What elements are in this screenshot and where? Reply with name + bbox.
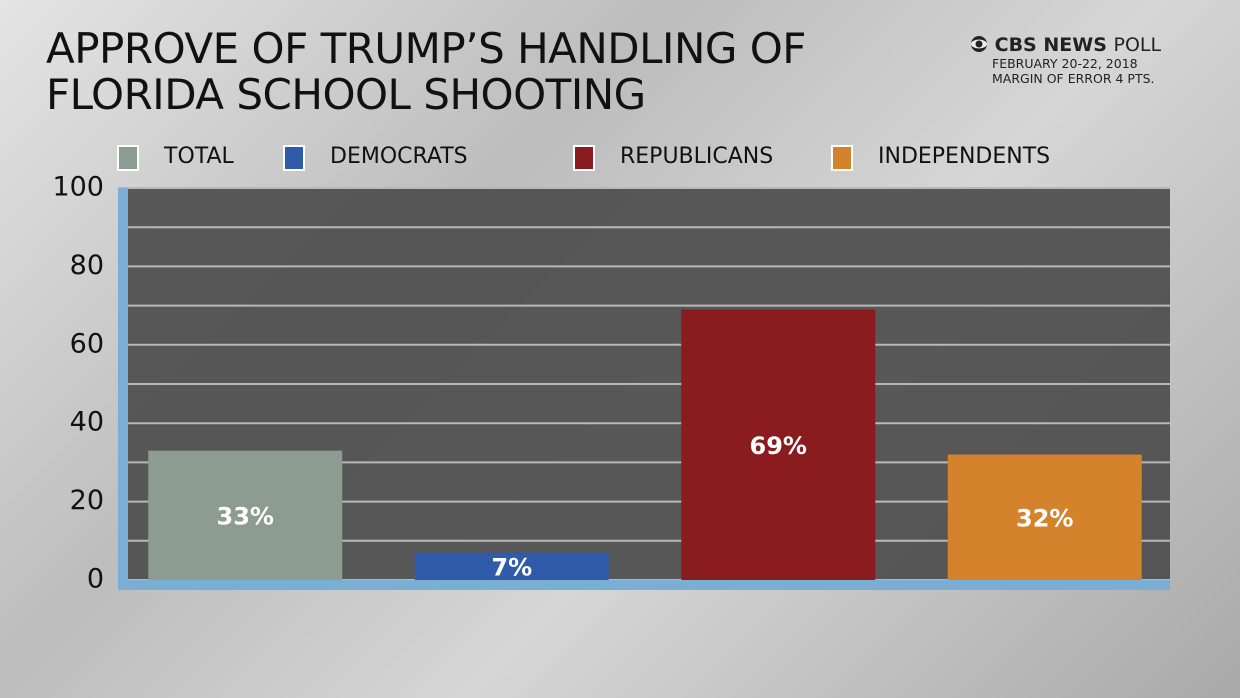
value-label: 32% <box>1016 504 1073 532</box>
value-label: 7% <box>491 553 532 581</box>
y-tick-label: 40 <box>70 407 104 438</box>
y-tick-label: 60 <box>70 328 104 359</box>
legend-swatch <box>831 145 853 171</box>
value-label: 33% <box>217 502 274 530</box>
legend-swatch <box>117 145 139 171</box>
legend-swatch <box>573 145 595 171</box>
y-tick-label: 0 <box>87 564 104 595</box>
legend-label: TOTAL <box>163 144 235 169</box>
source-margin: MARGIN OF ERROR 4 PTS. <box>992 71 1155 86</box>
x-axis <box>118 580 1170 590</box>
bar <box>947 454 1142 580</box>
legend-label: REPUBLICANS <box>620 144 773 169</box>
chart-title: APPROVE OF TRUMP’S HANDLING OF FLORIDA S… <box>46 24 806 119</box>
brand-name: CBS NEWS <box>994 34 1107 56</box>
brand: CBS NEWS POLL <box>970 34 1220 56</box>
bar <box>414 552 609 580</box>
y-tick-label: 80 <box>70 250 104 281</box>
source-dates: FEBRUARY 20-22, 2018 <box>992 56 1138 71</box>
source: CBS NEWS POLL FEBRUARY 20-22, 2018 MARGI… <box>970 34 1220 86</box>
bar <box>148 450 343 580</box>
y-axis <box>118 188 128 590</box>
legend-label: DEMOCRATS <box>330 144 468 169</box>
legend-swatch <box>283 145 305 171</box>
y-tick-label: 20 <box>70 485 104 516</box>
y-tick-label: 100 <box>52 172 104 203</box>
legend-label: INDEPENDENTS <box>878 144 1050 169</box>
bar <box>681 309 876 580</box>
value-label: 69% <box>750 432 807 460</box>
logo <box>971 36 987 52</box>
brand-suffix: POLL <box>1113 34 1162 56</box>
